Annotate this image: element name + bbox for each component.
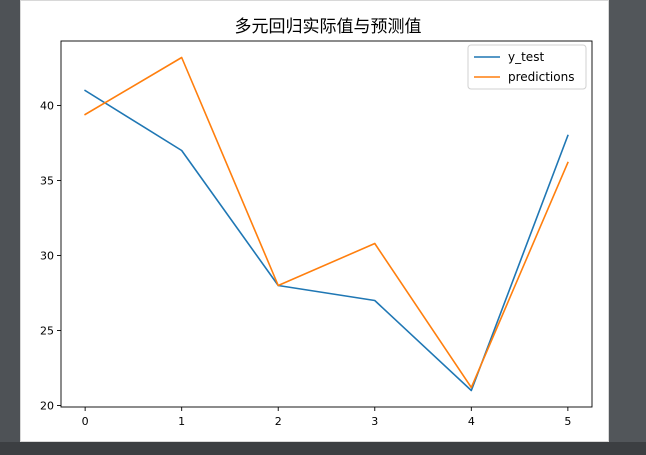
legend-label-predictions: predictions <box>508 70 574 84</box>
chart-title: 多元回归实际值与预测值 <box>235 17 422 37</box>
viewer-bottom-bar <box>0 442 646 455</box>
x-tick-label: 0 <box>82 415 89 428</box>
viewer-right-margin <box>609 0 646 442</box>
y-tick-label: 30 <box>40 250 54 263</box>
y-tick-label: 35 <box>40 175 54 188</box>
legend-box <box>467 44 587 90</box>
axes-frame <box>60 40 593 408</box>
x-tick-label: 4 <box>468 415 475 428</box>
plot-area: 0 1 2 3 4 5 20 25 30 35 40 <box>40 40 593 428</box>
y-tick-label: 25 <box>40 325 54 338</box>
x-tick-label: 2 <box>275 415 282 428</box>
x-tick-label: 5 <box>564 415 571 428</box>
legend: y_test predictions <box>467 44 587 90</box>
x-tick-label: 3 <box>371 415 378 428</box>
y-tick-label: 40 <box>40 100 54 113</box>
legend-label-y_test: y_test <box>508 50 544 64</box>
x-tick-label: 1 <box>178 415 185 428</box>
series-line-predictions <box>84 56 569 389</box>
line-chart: 多元回归实际值与预测值 0 1 2 3 4 5 20 25 30 35 40 y_testpredi… <box>40 17 593 428</box>
viewer-left-margin <box>0 0 20 442</box>
y-tick-label: 20 <box>40 400 54 413</box>
series-line-y_test <box>84 89 569 392</box>
